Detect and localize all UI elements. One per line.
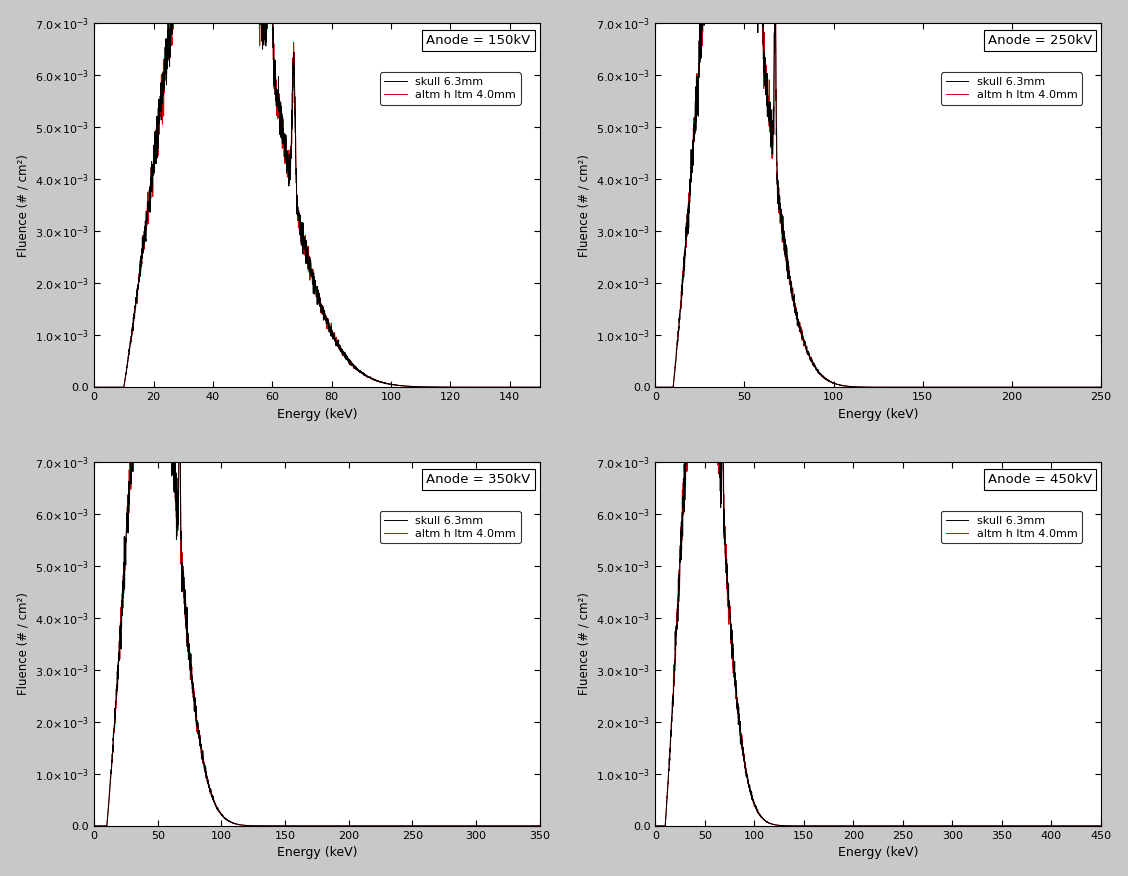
Line: altm h ltm 4.0mm: altm h ltm 4.0mm (656, 0, 1103, 387)
altm h ltm 4.0mm (1087, 382, 1101, 392)
Line: altm h ltm 4.0mm: altm h ltm 4.0mm (95, 0, 541, 826)
skull 6.3mm (649, 821, 662, 831)
skull 6.3mm (1087, 821, 1101, 831)
skull 6.3mm (535, 382, 548, 392)
skull 6.3mm (726, 650, 740, 661)
Y-axis label: Fluence (# / cm²): Fluence (# / cm²) (578, 154, 591, 257)
skull 6.3mm (259, 23, 273, 33)
altm h ltm 4.0mm (535, 382, 548, 392)
Legend: skull 6.3mm, altm h ltm 4.0mm: skull 6.3mm, altm h ltm 4.0mm (380, 512, 521, 543)
Text: Anode = 150kV: Anode = 150kV (426, 34, 530, 47)
Text: Anode = 350kV: Anode = 350kV (426, 473, 530, 486)
Y-axis label: Fluence (# / cm²): Fluence (# / cm²) (578, 592, 591, 696)
skull 6.3mm (650, 382, 663, 392)
altm h ltm 4.0mm (700, 343, 714, 353)
Y-axis label: Fluence (# / cm²): Fluence (# / cm²) (17, 154, 29, 257)
skull 6.3mm (700, 327, 714, 337)
skull 6.3mm (527, 382, 540, 392)
skull 6.3mm (478, 821, 492, 831)
altm h ltm 4.0mm (821, 375, 835, 385)
altm h ltm 4.0mm (535, 821, 548, 831)
altm h ltm 4.0mm (166, 439, 179, 449)
Legend: skull 6.3mm, altm h ltm 4.0mm: skull 6.3mm, altm h ltm 4.0mm (941, 73, 1082, 105)
altm h ltm 4.0mm (1087, 821, 1101, 831)
skull 6.3mm (478, 382, 492, 392)
skull 6.3mm (1039, 821, 1052, 831)
Line: skull 6.3mm: skull 6.3mm (656, 0, 1103, 387)
skull 6.3mm (280, 150, 293, 160)
altm h ltm 4.0mm (650, 382, 663, 392)
altm h ltm 4.0mm (1039, 821, 1052, 831)
altm h ltm 4.0mm (88, 821, 102, 831)
altm h ltm 4.0mm (840, 821, 854, 831)
Line: skull 6.3mm: skull 6.3mm (655, 18, 1103, 826)
altm h ltm 4.0mm (259, 12, 273, 23)
altm h ltm 4.0mm (1096, 821, 1110, 831)
altm h ltm 4.0mm (140, 224, 153, 235)
skull 6.3mm (89, 382, 103, 392)
altm h ltm 4.0mm (527, 382, 540, 392)
altm h ltm 4.0mm (89, 382, 103, 392)
skull 6.3mm (166, 457, 179, 468)
altm h ltm 4.0mm (1040, 382, 1054, 392)
altm h ltm 4.0mm (1096, 382, 1110, 392)
altm h ltm 4.0mm (166, 24, 179, 34)
skull 6.3mm (140, 218, 153, 229)
altm h ltm 4.0mm (707, 27, 721, 38)
Line: skull 6.3mm: skull 6.3mm (96, 0, 541, 387)
altm h ltm 4.0mm (160, 0, 174, 1)
altm h ltm 4.0mm (279, 821, 292, 831)
skull 6.3mm (139, 295, 152, 306)
Y-axis label: Fluence (# / cm²): Fluence (# / cm²) (17, 592, 29, 696)
X-axis label: Energy (keV): Energy (keV) (276, 846, 358, 859)
X-axis label: Energy (keV): Energy (keV) (276, 407, 358, 420)
Text: Anode = 450kV: Anode = 450kV (988, 473, 1092, 486)
altm h ltm 4.0mm (139, 297, 152, 307)
skull 6.3mm (1096, 382, 1110, 392)
skull 6.3mm (1096, 821, 1110, 831)
altm h ltm 4.0mm (478, 821, 492, 831)
altm h ltm 4.0mm (280, 138, 293, 148)
X-axis label: Energy (keV): Energy (keV) (838, 407, 918, 420)
Line: skull 6.3mm: skull 6.3mm (95, 67, 541, 826)
altm h ltm 4.0mm (259, 821, 273, 831)
skull 6.3mm (821, 821, 835, 831)
skull 6.3mm (707, 13, 721, 24)
altm h ltm 4.0mm (840, 381, 854, 392)
altm h ltm 4.0mm (478, 382, 492, 392)
altm h ltm 4.0mm (726, 672, 740, 682)
skull 6.3mm (840, 381, 854, 392)
Text: Anode = 250kV: Anode = 250kV (988, 34, 1092, 47)
skull 6.3mm (259, 821, 273, 831)
altm h ltm 4.0mm (821, 821, 835, 831)
skull 6.3mm (279, 821, 292, 831)
altm h ltm 4.0mm (527, 821, 540, 831)
skull 6.3mm (1040, 382, 1054, 392)
skull 6.3mm (88, 821, 102, 831)
Legend: skull 6.3mm, altm h ltm 4.0mm: skull 6.3mm, altm h ltm 4.0mm (941, 512, 1082, 543)
Line: altm h ltm 4.0mm: altm h ltm 4.0mm (655, 32, 1103, 826)
skull 6.3mm (160, 62, 174, 73)
skull 6.3mm (821, 375, 835, 385)
skull 6.3mm (1087, 382, 1101, 392)
skull 6.3mm (535, 821, 548, 831)
Legend: skull 6.3mm, altm h ltm 4.0mm: skull 6.3mm, altm h ltm 4.0mm (380, 73, 521, 105)
skull 6.3mm (527, 821, 540, 831)
Line: altm h ltm 4.0mm: altm h ltm 4.0mm (96, 0, 541, 387)
skull 6.3mm (840, 821, 854, 831)
altm h ltm 4.0mm (649, 821, 662, 831)
X-axis label: Energy (keV): Energy (keV) (838, 846, 918, 859)
